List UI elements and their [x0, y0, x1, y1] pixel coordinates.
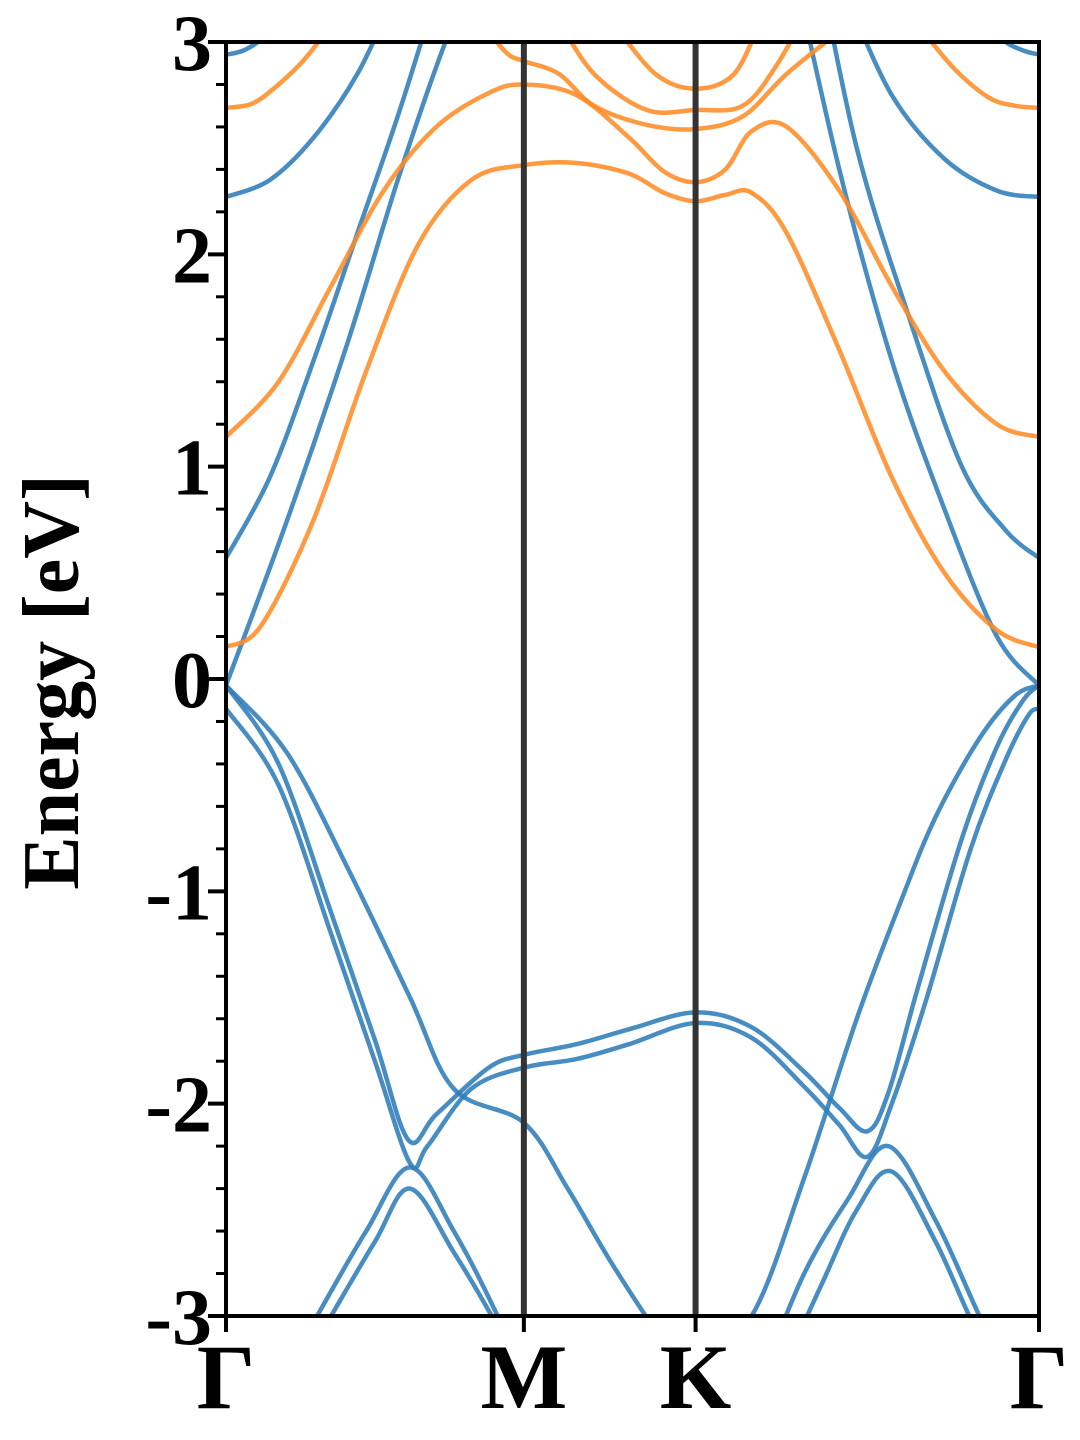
kpoint-label-Γ: Γ: [1010, 1326, 1069, 1428]
band-line-blue-13: [863, 42, 1039, 200]
band-line-blue-7: [804, 1168, 972, 1316]
y-tick-label: -1: [145, 849, 212, 937]
band-line-blue-4: [314, 1165, 501, 1316]
high-symmetry-lines: [520, 42, 699, 1316]
y-axis-ticks: [208, 40, 226, 1318]
y-tick-label: 2: [172, 212, 212, 300]
y-axis-label: Energy [eV]: [8, 474, 96, 889]
plot-frame: [224, 40, 1041, 1318]
y-tick-label: 1: [172, 425, 212, 513]
y-tick-label: -3: [145, 1274, 212, 1362]
band-line-blue-12: [226, 42, 376, 200]
bands-group: [226, 42, 1039, 1316]
band-line-blue-8: [226, 42, 424, 561]
band-line-orange-21: [568, 42, 794, 116]
band-line-blue-10: [226, 42, 448, 688]
band-line-blue-3: [226, 706, 1039, 1171]
band-line-blue-14: [226, 42, 262, 57]
band-line-blue-5: [328, 1186, 495, 1316]
y-tick-label: 0: [172, 637, 212, 725]
band-line-blue-2: [226, 683, 1039, 1145]
kpoint-label-K: K: [660, 1326, 732, 1428]
band-line-orange-17: [226, 82, 1039, 440]
band-line-blue-11: [807, 42, 1039, 688]
y-axis-tick-labels: -3 -2 -1 0 1 2 3: [145, 0, 212, 1362]
band-line-orange-19: [928, 42, 1039, 111]
y-tick-label: -2: [145, 1062, 212, 1150]
kpoint-label-Γ: Γ: [197, 1326, 256, 1428]
band-line-orange-20: [493, 42, 830, 132]
y-tick-label: 3: [172, 0, 212, 88]
band-line-blue-9: [831, 42, 1039, 561]
band-line-orange-22: [624, 42, 754, 91]
x-axis-ticks: [224, 1316, 1041, 1332]
band-line-orange-16: [226, 160, 1039, 650]
kpoint-label-M: M: [480, 1326, 567, 1428]
band-line-blue-15: [1002, 42, 1039, 57]
band-line-orange-18: [226, 42, 322, 111]
band-line-blue-6: [783, 1143, 982, 1316]
band-line-blue-1: [748, 683, 1039, 1316]
